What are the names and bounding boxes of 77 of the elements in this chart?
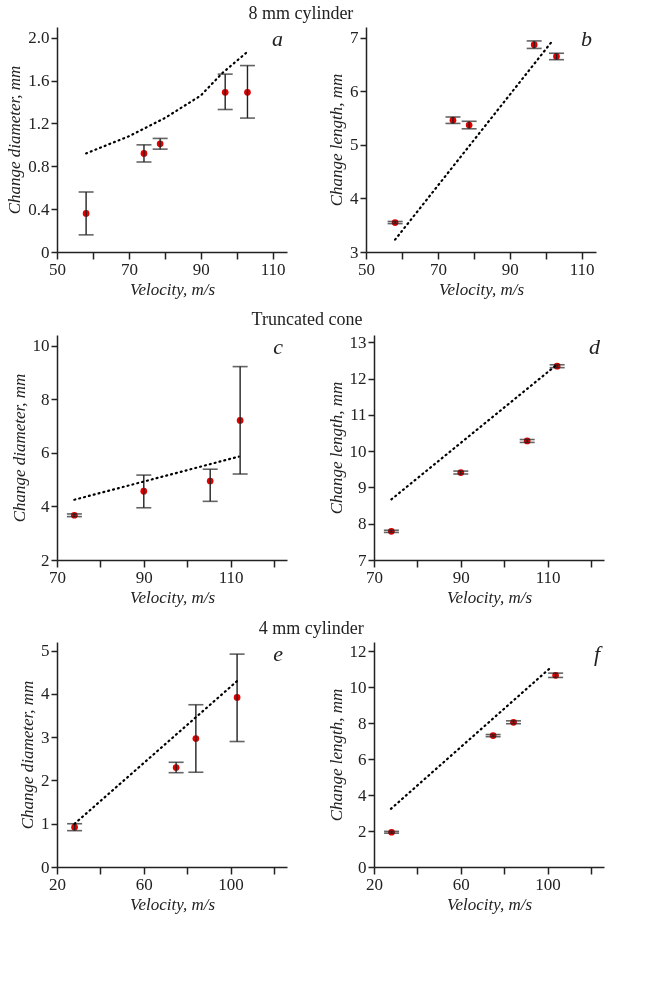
y-tick-label: 2 <box>41 550 50 570</box>
x-tick-label: 70 <box>49 567 66 587</box>
x-tick-label: 60 <box>452 874 470 894</box>
y-axis-title: Change diameter, mm <box>5 65 25 215</box>
y-tick-label: 11 <box>350 405 367 425</box>
y-tick-label: 10 <box>349 677 367 697</box>
annotation: a <box>272 26 283 51</box>
x-tick-label: 50 <box>358 259 375 279</box>
x-tick-label: 90 <box>452 567 470 587</box>
x-tick-label: 90 <box>192 259 210 279</box>
y-tick-label: 4 <box>350 188 359 208</box>
y-tick-label: 7 <box>358 550 367 570</box>
x-tick-label: 70 <box>429 259 447 279</box>
y-tick-label: 3 <box>41 727 50 747</box>
y-tick-label: 0.8 <box>28 156 50 176</box>
y-tick-label: 2 <box>358 821 367 841</box>
x-tick-label: 110 <box>569 259 595 279</box>
chart-title: Truncated cone <box>251 309 363 330</box>
x-axis-title: Velocity, m/s <box>130 279 216 299</box>
y-tick-label: 0.4 <box>28 199 50 219</box>
y-axis-title: Change length, mm <box>326 381 346 515</box>
y-tick-label: 1.6 <box>28 71 50 91</box>
y-tick-label: 4 <box>41 684 50 704</box>
y-tick-label: 2 <box>41 770 50 790</box>
x-axis-title: Velocity, m/s <box>447 587 533 607</box>
x-tick-label: 110 <box>260 259 286 279</box>
annotation: b <box>581 26 592 51</box>
y-tick-label: 6 <box>350 81 359 101</box>
y-tick-label: 6 <box>358 749 367 769</box>
y-tick-label: 5 <box>350 135 359 155</box>
x-tick-label: 90 <box>135 567 153 587</box>
chart-title: 4 mm cylinder <box>258 617 364 638</box>
y-tick-label: 12 <box>349 641 367 661</box>
y-tick-label: 2.0 <box>28 28 50 48</box>
y-tick-label: 9 <box>358 477 367 497</box>
y-axis-title: Change diameter, mm <box>9 373 29 523</box>
y-tick-label: 0 <box>41 857 50 877</box>
y-tick-label: 8 <box>358 514 367 534</box>
x-tick-label: 100 <box>535 874 561 894</box>
y-tick-label: 10 <box>349 441 367 461</box>
y-tick-label: 8 <box>41 389 50 409</box>
y-tick-label: 5 <box>41 641 50 661</box>
y-tick-label: 0 <box>358 857 367 877</box>
x-tick-label: 110 <box>535 567 561 587</box>
x-axis-title: Velocity, m/s <box>130 894 216 914</box>
y-axis-title: Change length, mm <box>326 688 346 822</box>
y-tick-label: 1 <box>41 814 50 834</box>
x-tick-label: 90 <box>501 259 519 279</box>
y-tick-label: 13 <box>349 332 367 352</box>
x-tick-label: 60 <box>135 874 153 894</box>
y-tick-label: 7 <box>350 28 359 48</box>
x-tick-label: 50 <box>49 259 66 279</box>
y-tick-label: 0 <box>41 242 50 262</box>
y-tick-label: 6 <box>41 443 50 463</box>
x-tick-label: 20 <box>49 874 66 894</box>
x-tick-label: 70 <box>366 567 383 587</box>
y-tick-label: 8 <box>358 713 367 733</box>
x-axis-title: Velocity, m/s <box>130 587 216 607</box>
annotation: f <box>593 641 603 666</box>
annotation: c <box>273 334 284 359</box>
y-tick-label: 4 <box>358 785 367 805</box>
x-tick-label: 20 <box>366 874 383 894</box>
y-axis-title: Change diameter, mm <box>18 680 37 830</box>
chart-title: 8 mm cylinder <box>248 3 354 23</box>
x-tick-label: 100 <box>218 874 244 894</box>
y-tick-label: 3 <box>350 242 359 262</box>
y-tick-label: 10 <box>32 336 50 356</box>
y-tick-label: 4 <box>41 496 50 516</box>
y-tick-label: 12 <box>349 369 367 389</box>
x-axis-title: Velocity, m/s <box>447 894 533 914</box>
annotation: e <box>273 641 284 666</box>
x-tick-label: 70 <box>120 259 138 279</box>
y-tick-label: 1.2 <box>28 113 50 133</box>
x-tick-label: 110 <box>218 567 244 587</box>
y-axis-title: Change length, mm <box>327 73 346 207</box>
x-axis-title: Velocity, m/s <box>439 279 525 299</box>
annotation: d <box>589 334 601 359</box>
